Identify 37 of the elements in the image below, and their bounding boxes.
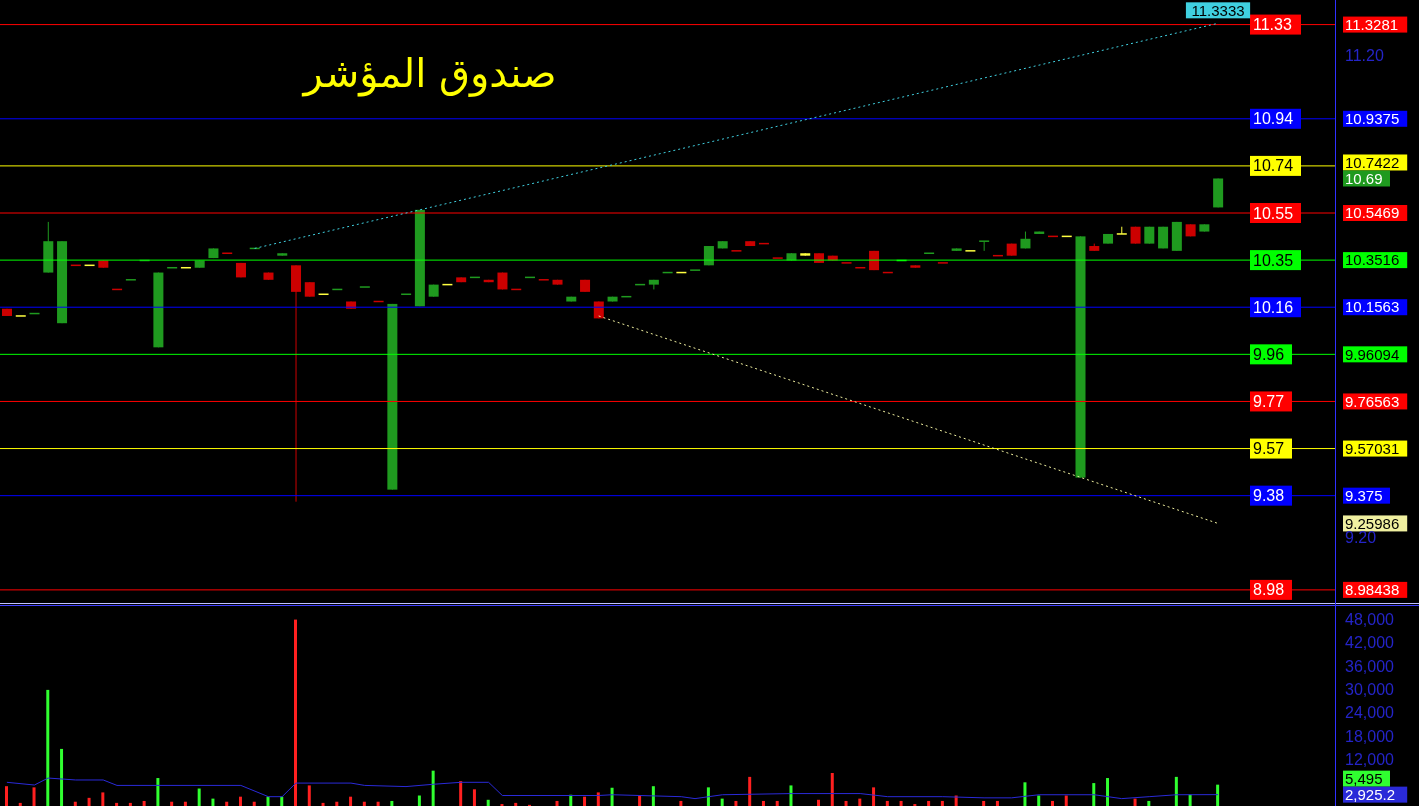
y-tick-label: 2,925.2 [1345, 785, 1396, 803]
y-tick-label: 11.3281 [1345, 15, 1399, 33]
y-tick-label: 42,000 [1345, 634, 1395, 652]
y-tick-label: 9.76563 [1345, 392, 1400, 410]
ref-line-label: 10.74 [1253, 157, 1294, 175]
y-tick-label: 5,495 [1345, 769, 1383, 787]
y-tick-label: 9.96094 [1345, 345, 1400, 363]
ref-line-label: 10.94 [1253, 110, 1294, 128]
y-tick-label: 9.20 [1345, 529, 1377, 547]
y-tick-label: 10.5469 [1345, 204, 1400, 222]
ref-line-label: 10.35 [1253, 251, 1294, 269]
y-tick-label: 9.57031 [1345, 439, 1400, 457]
text: صندوق المؤشر [300, 50, 558, 96]
ref-line-label: 9.96 [1253, 345, 1285, 363]
y-tick-label: 10.9375 [1345, 110, 1400, 128]
y-tick-label: 9.25986 [1345, 514, 1400, 532]
ref-line-label: 9.57 [1253, 440, 1285, 458]
ref-line-label: 10.16 [1253, 298, 1294, 316]
y-tick-label: 30,000 [1345, 681, 1395, 699]
y-tick-label: 10.7422 [1345, 153, 1400, 171]
y-tick-label: 36,000 [1345, 657, 1395, 675]
data-label: 11.3333 [1191, 1, 1245, 19]
y-tick-label: 8.98438 [1345, 581, 1400, 599]
y-tick-label: 18,000 [1345, 727, 1395, 745]
ref-line-label: 9.38 [1253, 487, 1285, 505]
y-tick-label: 12,000 [1345, 751, 1395, 768]
y-tick-label: 10.69 [1345, 169, 1383, 187]
ref-line-label: 9.77 [1253, 393, 1285, 411]
ref-line-label: 8.98 [1253, 581, 1285, 599]
y-tick-label: 10.1563 [1345, 298, 1400, 316]
y-tick-label: 48,000 [1345, 611, 1395, 629]
ref-line-label: 10.55 [1253, 204, 1294, 222]
y-tick-label: 10.3516 [1345, 251, 1400, 269]
ref-line-label: 11.33 [1253, 16, 1292, 34]
y-tick-label: 24,000 [1345, 704, 1395, 722]
y-tick-label: 9.375 [1345, 486, 1383, 504]
y-tick-label: 11.20 [1345, 47, 1384, 65]
